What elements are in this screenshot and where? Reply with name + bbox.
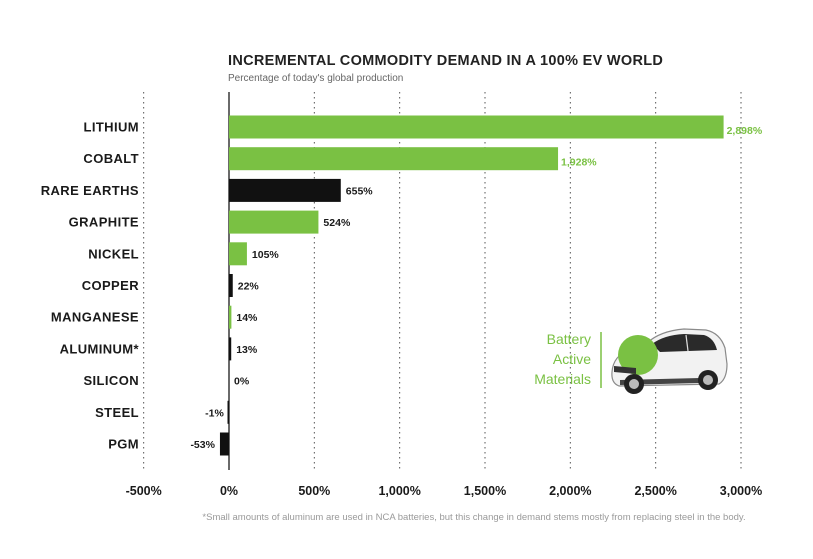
data-label: 0% [234, 376, 250, 388]
category-labels: LITHIUM COBALT RARE EARTHS GRAPHITE NICKEL CO… [41, 120, 140, 452]
category-label: ALUMINUM* [60, 341, 140, 356]
x-tick-label: -500% [126, 484, 162, 498]
bar-pgm [219, 432, 229, 456]
bar-graphite [229, 210, 319, 234]
category-label: COBALT [83, 151, 139, 166]
category-label: PGM [108, 437, 139, 452]
callout-line-3: Materials [534, 371, 591, 387]
chart-subtitle: Percentage of today's global production [228, 73, 403, 84]
data-label: 105% [252, 249, 280, 261]
category-label: SILICON [83, 373, 139, 388]
data-label: 22% [238, 281, 260, 293]
x-tick-label: 3,000% [720, 484, 762, 498]
data-label: 524% [323, 217, 351, 229]
x-tick-label: 2,000% [549, 484, 591, 498]
battery-callout: Battery Active Materials [534, 331, 602, 388]
bar-aluminum [229, 337, 232, 361]
callout-line-1: Battery [547, 331, 591, 347]
footnote: *Small amounts of aluminum are used in N… [202, 512, 745, 523]
category-label: RARE EARTHS [41, 183, 139, 198]
bar-rare-earths [229, 178, 341, 202]
data-label: -53% [190, 439, 215, 451]
data-label: 2,898% [727, 125, 763, 137]
x-tick-label: 1,000% [378, 484, 420, 498]
data-label: -1% [205, 407, 224, 419]
electric-car-icon [611, 328, 728, 394]
battery-badge [618, 335, 658, 375]
data-label: 1,928% [561, 157, 597, 169]
data-label: 14% [236, 312, 258, 324]
x-tick-label: 2,500% [634, 484, 676, 498]
x-tick-label: 0% [220, 484, 238, 498]
category-label: COPPER [82, 278, 140, 293]
x-tick-label: 1,500% [464, 484, 506, 498]
bar-manganese [229, 305, 232, 329]
bar-copper [229, 274, 233, 297]
x-tick-label: 500% [298, 484, 330, 498]
category-label: STEEL [95, 405, 139, 420]
bar-nickel [229, 242, 247, 266]
chart-title: INCREMENTAL COMMODITY DEMAND IN A 100% E… [228, 53, 663, 69]
grid-lines [143, 92, 742, 470]
category-label: GRAPHITE [69, 215, 139, 230]
category-label: LITHIUM [83, 120, 139, 135]
bars [219, 115, 724, 456]
callout-line-2: Active [553, 351, 591, 367]
x-tick-labels: -500% 0% 500% 1,000% 1,500% 2,000% 2,500% 3,000… [126, 484, 763, 498]
bar-steel [227, 400, 229, 424]
category-label: MANGANESE [51, 310, 139, 325]
data-label: 655% [346, 185, 374, 197]
bar-lithium [229, 115, 724, 139]
category-label: NICKEL [88, 246, 139, 261]
bar-cobalt [229, 147, 559, 171]
data-labels: 2,898% 1,928% 655% 524% 105% 22% 14% 13% 0% -1% -5… [190, 125, 762, 451]
data-label: 13% [236, 344, 258, 356]
